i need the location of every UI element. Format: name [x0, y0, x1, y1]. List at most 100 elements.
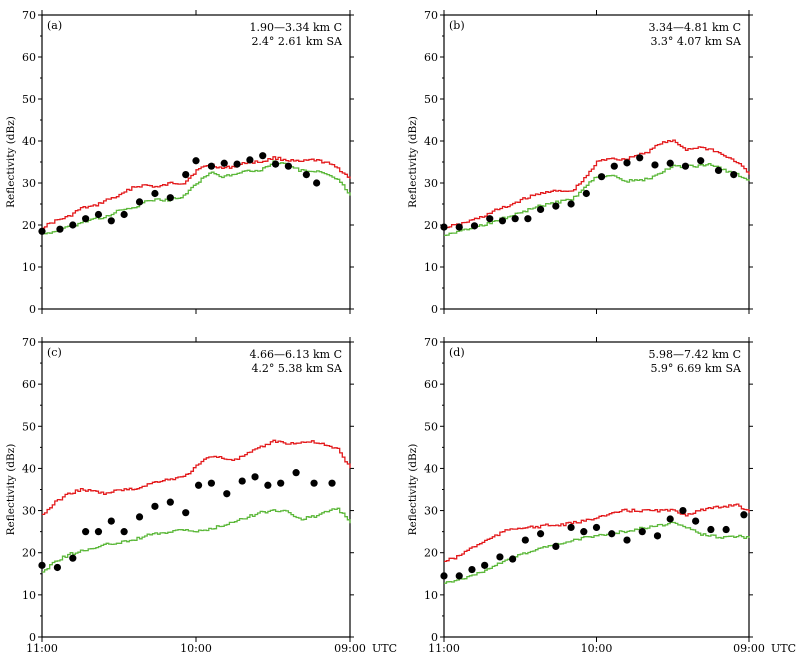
data-point [730, 171, 738, 179]
data-point [623, 536, 631, 544]
panel-label: (b) [449, 19, 465, 32]
data-point [233, 160, 241, 168]
data-point [722, 525, 730, 534]
data-point [636, 154, 644, 162]
data-point [220, 159, 228, 167]
data-point [496, 553, 504, 561]
data-point [53, 563, 62, 572]
data-point [310, 479, 318, 487]
legend-line-sa: 3.3° 4.07 km SA [650, 35, 742, 48]
data-point [166, 194, 174, 202]
y-tick-label: 60 [22, 378, 36, 391]
y-tick-label: 0 [29, 303, 36, 316]
x-axis-unit: UTC [771, 642, 796, 655]
data-point [440, 223, 448, 231]
series-line-sa [444, 521, 750, 584]
series-line-c [444, 139, 750, 229]
y-tick-label: 0 [29, 631, 36, 644]
legend-line-c: 1.90—3.34 km C [250, 21, 343, 34]
data-point [94, 210, 103, 219]
data-point [94, 528, 103, 536]
y-tick-label: 10 [424, 261, 438, 274]
legend-line-sa: 2.4° 2.61 km SA [251, 35, 343, 48]
data-point [592, 523, 601, 532]
data-point [238, 477, 246, 485]
chart-panel-3: 0 10 20 30 40 50 60 70 11:00 10:00 09:00 UTC Reflect… [5, 336, 397, 655]
data-point [313, 179, 321, 187]
data-point [481, 561, 489, 569]
y-tick-label: 50 [22, 420, 36, 433]
y-tick-label: 60 [424, 51, 438, 64]
data-point [207, 162, 215, 170]
y-tick-label: 50 [424, 93, 438, 106]
data-point [468, 565, 476, 574]
data-point [69, 554, 77, 562]
y-tick-label: 20 [424, 547, 438, 560]
y-tick-label: 40 [424, 135, 438, 148]
data-point [666, 159, 674, 167]
x-tick-label: 10:00 [180, 642, 212, 655]
x-tick-label: 10:00 [581, 642, 613, 655]
panel-label: (c) [47, 346, 62, 359]
data-point [120, 210, 128, 219]
y-tick-label: 40 [424, 462, 438, 475]
data-point [302, 171, 310, 179]
data-point [638, 528, 646, 536]
data-point [486, 215, 494, 223]
x-tick-label: 11:00 [428, 642, 460, 655]
y-tick-label: 10 [424, 589, 438, 602]
data-point [107, 517, 115, 525]
data-point [498, 217, 507, 225]
data-point [697, 157, 705, 165]
data-point [511, 215, 519, 223]
data-point [151, 189, 159, 198]
data-point [681, 162, 690, 170]
legend-line-sa: 4.2° 5.38 km SA [251, 362, 343, 375]
data-point [651, 161, 659, 169]
plot-frame [443, 341, 750, 638]
data-point [509, 555, 517, 563]
y-tick-label: 0 [431, 303, 438, 316]
data-point [470, 222, 479, 230]
y-tick-label: 30 [22, 505, 36, 518]
data-point [567, 200, 575, 208]
data-point [740, 511, 748, 519]
data-point [246, 156, 254, 164]
data-point [567, 523, 575, 532]
legend-line-c: 4.66—6.13 km C [250, 348, 343, 361]
data-point [707, 525, 715, 534]
y-tick-label: 70 [424, 9, 438, 22]
data-point [623, 159, 631, 167]
series-line-sa [42, 507, 351, 573]
data-point [264, 481, 272, 489]
y-tick-label: 20 [22, 219, 36, 232]
data-point [259, 152, 267, 160]
data-point [207, 479, 215, 487]
y-tick-label: 60 [424, 378, 438, 391]
y-tick-label: 10 [22, 261, 36, 274]
chart-panel-2: 0 10 20 30 40 50 60 70 Reflectivity (dBz) (b) 3.34… [407, 9, 753, 316]
x-axis-unit: UTC [372, 642, 397, 655]
x-tick-label: 09:00 [733, 642, 765, 655]
data-point [666, 515, 674, 523]
data-point [552, 542, 560, 550]
y-tick-label: 50 [22, 93, 36, 106]
y-tick-label: 40 [22, 135, 36, 148]
y-tick-label: 50 [424, 420, 438, 433]
data-point [151, 502, 159, 510]
y-tick-label: 30 [22, 177, 36, 190]
y-axis-label: Reflectivity (dBz) [407, 444, 419, 536]
data-point [135, 198, 144, 206]
data-point [69, 221, 77, 229]
y-tick-label: 30 [424, 505, 438, 518]
data-point [120, 528, 128, 536]
x-tick-label: 11:00 [26, 642, 58, 655]
data-point [440, 572, 448, 580]
panel-label: (d) [449, 346, 465, 359]
panel-label: (a) [47, 19, 62, 32]
y-axis-label: Reflectivity (dBz) [5, 444, 17, 536]
legend-line-c: 3.34—4.81 km C [649, 21, 742, 34]
data-point [580, 528, 588, 536]
y-axis-label: Reflectivity (dBz) [5, 116, 17, 208]
data-point [56, 225, 64, 233]
